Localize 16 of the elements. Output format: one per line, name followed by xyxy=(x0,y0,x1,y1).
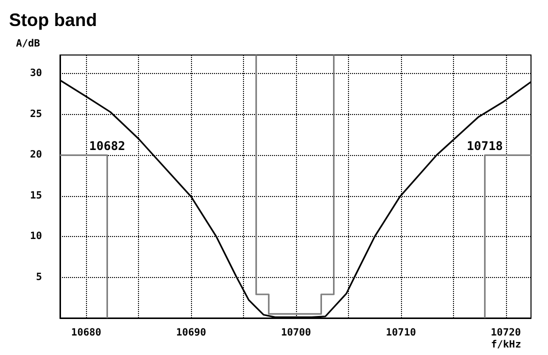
annotation: 10682 xyxy=(89,139,126,154)
x-tick-label: 10700 xyxy=(280,328,312,338)
y-tick-label: 10 xyxy=(30,231,42,242)
x-tick-label: 10680 xyxy=(71,328,102,338)
x-axis-title: f/kHz xyxy=(491,340,522,350)
x-tick-label: 10690 xyxy=(176,328,206,338)
y-axis-title: A/dB xyxy=(16,38,40,50)
y-tick-label: 20 xyxy=(30,150,42,161)
x-tick-label: 10720 xyxy=(490,328,521,338)
y-tick-label: 25 xyxy=(30,108,42,120)
y-tick-label: 5 xyxy=(36,272,42,283)
y-tick-label: 15 xyxy=(30,190,42,202)
x-tick-label: 10710 xyxy=(386,328,416,338)
annotation: 10718 xyxy=(466,139,503,154)
chart-title: Stop band xyxy=(9,10,97,30)
y-tick-label: 30 xyxy=(30,68,42,80)
